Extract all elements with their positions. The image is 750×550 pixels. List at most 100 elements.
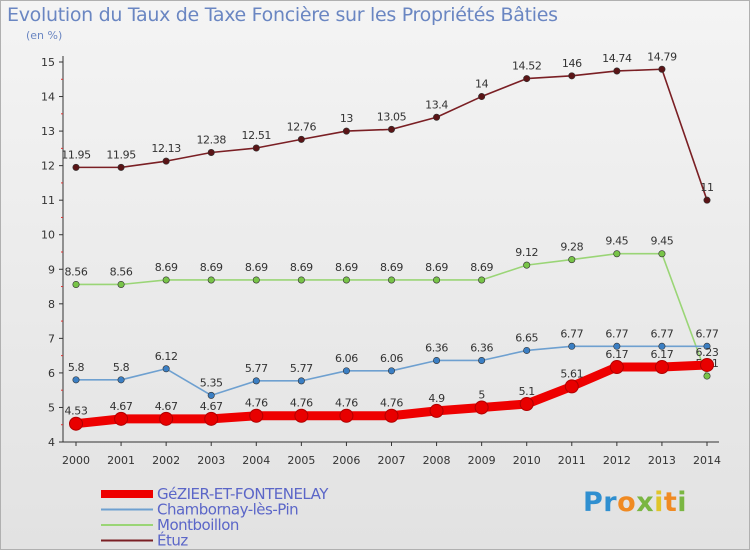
data-point [294, 408, 309, 423]
y-tick-label: 6 [48, 367, 55, 380]
x-tick-label: 2000 [62, 454, 90, 467]
legend-item: Étuz [101, 531, 189, 549]
data-label: 8.69 [155, 261, 178, 274]
data-point [609, 360, 624, 375]
x-tick-label: 2003 [197, 454, 225, 467]
data-point [342, 367, 350, 375]
data-label: 8.69 [380, 261, 403, 274]
data-point [703, 196, 711, 204]
data-label: 8.56 [110, 265, 133, 278]
legend-item: GéZIER-ET-FONTENELAY [101, 485, 330, 503]
data-label: 4.76 [245, 397, 268, 410]
data-point [72, 163, 80, 171]
data-point [207, 391, 215, 399]
data-point [478, 276, 486, 284]
data-point [654, 360, 669, 375]
data-point [252, 276, 260, 284]
data-point [658, 250, 666, 258]
data-label: 9.45 [650, 235, 673, 248]
series-montboillon: 8.56 8.56 8.69 8.69 8.69 8.69 8.69 8.69 8.69 8.69… [65, 235, 719, 380]
data-label: 13.4 [425, 98, 448, 111]
data-label: 6.65 [515, 331, 538, 344]
data-point [568, 256, 576, 264]
data-label: 5.8 [113, 361, 130, 374]
data-point [297, 276, 305, 284]
y-tick-label: 14 [41, 91, 55, 104]
data-point [433, 276, 441, 284]
data-label: 6.23 [696, 346, 719, 359]
data-label: 6.77 [650, 327, 673, 340]
series-g-zier-et-fontenelay: 4.53 4.67 4.67 4.67 4.76 4.76 4.76 4.76 4.9 5 5.1 5… [65, 346, 719, 431]
data-point [700, 357, 714, 372]
x-tick-label: 2004 [242, 454, 270, 467]
x-tick-label: 2010 [513, 454, 541, 467]
series-chambornay-l-s-pin: 5.8 5.8 6.12 5.35 5.77 5.77 6.06 6.06 6.36 6.36 6.… [68, 327, 719, 399]
data-label: 5.77 [245, 362, 268, 375]
x-tick-label: 2001 [107, 454, 135, 467]
data-label: 6.36 [470, 341, 493, 354]
data-label: 11.95 [61, 148, 91, 161]
data-point [658, 65, 666, 73]
chart-title: Evolution du Taux de Taxe Foncière sur l… [7, 4, 558, 26]
data-label: 4.53 [65, 405, 88, 418]
y-tick-label: 11 [41, 194, 55, 207]
data-label: 5.77 [290, 362, 313, 375]
legend-label: Montboillon [157, 516, 239, 534]
data-point [207, 276, 215, 284]
legend-label: GéZIER-ET-FONTENELAY [157, 485, 329, 503]
data-point [162, 365, 170, 373]
data-point [204, 411, 219, 426]
data-label: 12.76 [287, 120, 317, 133]
data-point [568, 72, 576, 80]
data-point [159, 411, 174, 426]
data-label: 9.12 [515, 246, 538, 259]
data-label: 6.77 [560, 327, 583, 340]
data-point [433, 113, 441, 121]
y-tick-label: 7 [48, 332, 55, 345]
data-label: 4.67 [110, 400, 133, 413]
x-tick-label: 2009 [468, 454, 496, 467]
data-label: 9.28 [560, 241, 583, 254]
data-point [564, 379, 579, 394]
data-point [658, 342, 666, 350]
x-tick-label: 2013 [648, 454, 676, 467]
data-label: 4.67 [200, 400, 223, 413]
data-label: 6.06 [380, 352, 403, 365]
data-label: 4.76 [335, 397, 358, 410]
proxiti-logo: Proxiti [583, 487, 688, 518]
y-tick-label: 9 [48, 263, 55, 276]
x-tick-label: 2005 [287, 454, 315, 467]
data-point [339, 408, 354, 423]
data-label: 8.69 [335, 261, 358, 274]
x-tick-label: 2006 [332, 454, 360, 467]
x-tick-label: 2002 [152, 454, 180, 467]
data-point [162, 157, 170, 165]
data-point [114, 411, 129, 426]
data-point [387, 276, 395, 284]
data-point [478, 93, 486, 101]
x-tick-label: 2008 [423, 454, 451, 467]
data-label: 11.95 [106, 148, 136, 161]
data-point [613, 342, 621, 350]
data-point [384, 408, 399, 423]
x-tick-label: 2014 [693, 454, 721, 467]
data-point [429, 403, 444, 418]
data-label: 4.67 [155, 400, 178, 413]
data-point [162, 276, 170, 284]
data-label: 4.76 [380, 397, 403, 410]
data-label: 14 [475, 78, 489, 91]
data-point [523, 75, 531, 83]
data-label: 146 [562, 57, 582, 70]
y-tick-label: 8 [48, 298, 55, 311]
data-label: 5.61 [560, 367, 583, 380]
data-label: 12.38 [196, 134, 226, 147]
data-point [297, 135, 305, 143]
legend-item: Chambornay-lès-Pin [101, 501, 299, 519]
data-label: 13.05 [377, 110, 407, 123]
data-label: 8.69 [200, 261, 223, 274]
data-point [474, 400, 489, 415]
y-tick-label: 4 [48, 436, 55, 449]
data-point [478, 356, 486, 364]
